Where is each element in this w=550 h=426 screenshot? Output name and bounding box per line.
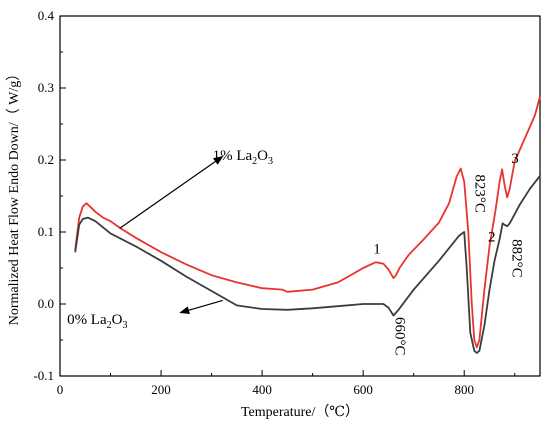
plot-frame [59, 15, 541, 377]
x-tick-label: 800 [454, 382, 474, 397]
x-tick-label: 400 [252, 382, 272, 397]
y-tick-label: 0.0 [38, 296, 54, 311]
annotation-layer: 1 2 3 823°C 882°C 660°C 1% La2O3 0% La2O3 [67, 148, 525, 355]
series-label: 0% La2O3 [67, 312, 127, 331]
plot-area: 1 2 3 823°C 882°C 660°C 1% La2O3 0% La2O3 [59, 15, 541, 377]
series-label: 1% La2O3 [213, 148, 273, 167]
peak-annotation: 1 [373, 242, 381, 258]
y-tick-label: 0.4 [38, 8, 55, 23]
x-tick-label: 600 [353, 382, 373, 397]
peak-annotation: 2 [488, 229, 496, 245]
y-axis: -0.1 0.0 0.1 0.2 0.3 0.4 [33, 8, 66, 383]
peak-annotation: 882°C [509, 239, 525, 278]
annotation-arrow [179, 299, 223, 314]
y-tick-label: 0.3 [38, 80, 54, 95]
series-layer [74, 96, 541, 354]
peak-annotation: 3 [511, 151, 519, 167]
x-axis: 0 200 400 600 800 [57, 370, 516, 397]
series-line-1 [74, 175, 541, 354]
annotation-arrow [119, 155, 224, 229]
y-tick-label: 0.2 [38, 152, 54, 167]
y-tick-label: 0.1 [38, 224, 54, 239]
y-tick-label: -0.1 [33, 368, 54, 383]
x-tick-label: 200 [151, 382, 171, 397]
peak-annotation: 823°C [471, 174, 487, 213]
x-tick-label: 0 [57, 382, 64, 397]
arrow-layer [119, 155, 224, 314]
series-line-0 [74, 96, 541, 349]
y-axis-label: Normalized Heat Flow Endo Down/（ W/g） [6, 67, 22, 326]
peak-annotation: 660°C [391, 317, 407, 356]
x-axis-label: Temperature/（℃） [241, 404, 359, 420]
